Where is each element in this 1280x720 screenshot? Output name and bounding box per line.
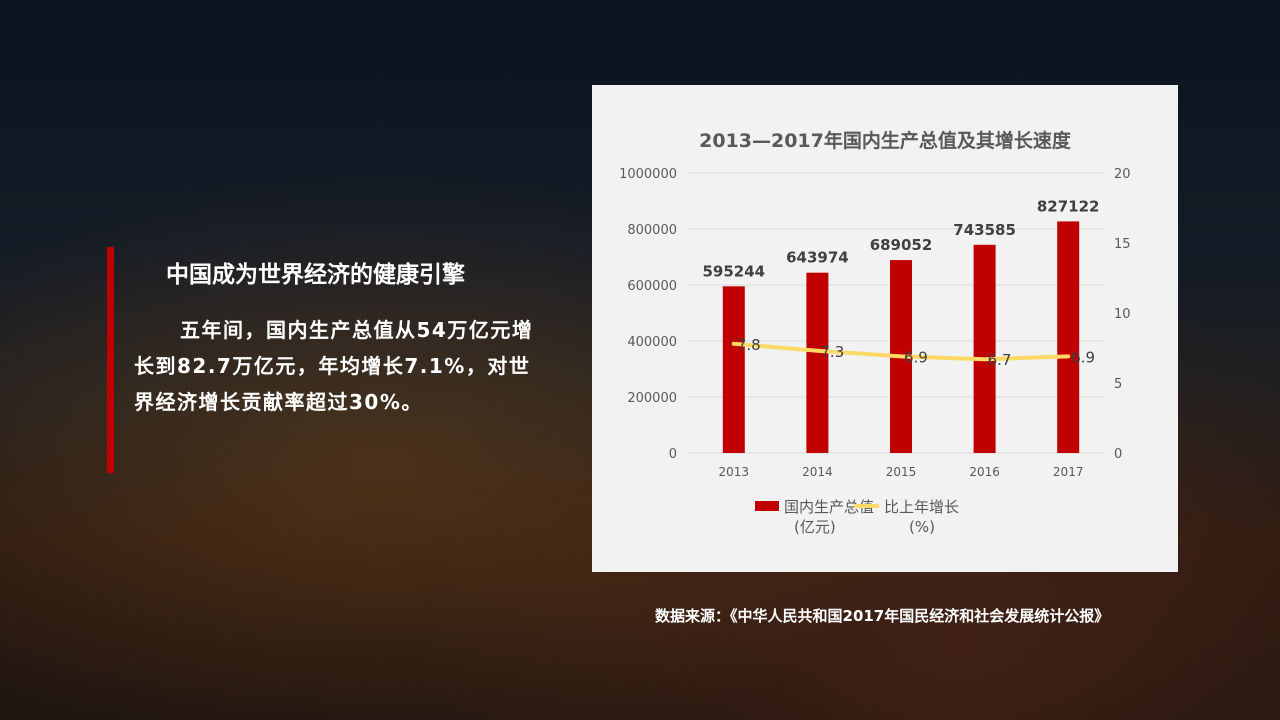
line-label-2014: 7.3 [820,343,844,361]
x-tick-label: 2016 [969,465,1000,479]
line-label-2015: 6.9 [904,348,928,366]
data-source: 数据来源：《中华人民共和国2017年国民经济和社会发展统计公报》 [655,607,1110,625]
growth-line [731,341,1071,362]
y-tick-label: 200000 [627,391,677,406]
x-tick-label: 2017 [1053,465,1084,479]
legend-unit-gdp: (亿元) [794,518,836,536]
bar-label-2014: 643974 [786,249,849,267]
line-label-2017: 6.9 [1071,348,1095,366]
chart-title: 2013—2017年国内生产总值及其增长速度 [699,129,1072,152]
bar-label-2013: 595244 [702,262,765,280]
legend-label-gdp: 国内生产总值 [784,498,874,516]
bar-label-2017: 827122 [1037,197,1100,215]
line-label-2013: 7.8 [737,336,761,354]
y-tick-label: 600000 [627,279,677,294]
x-tick-label: 2013 [719,465,750,479]
x-tick-label: 2014 [802,465,833,479]
y2-tick-label: 10 [1114,307,1131,322]
accent-bar [107,247,114,473]
bar-2013 [722,286,745,453]
legend-unit-growth: (%) [909,518,935,536]
y-tick-label: 400000 [627,335,677,350]
bar-label-2015: 689052 [870,236,933,254]
line-label-2016: 6.7 [988,351,1012,369]
bar-label-2016: 743585 [953,221,1016,239]
chart-panel: 2013—2017年国内生产总值及其增长速度 0 200000 400000 60000… [592,85,1178,572]
y2-tick-label: 0 [1114,447,1122,462]
y-tick-label: 0 [669,447,677,462]
summary-text: 五年间，国内生产总值从54万亿元增长到82.7万亿元，年均增长7.1%，对世界经… [134,318,534,414]
section-heading: 中国成为世界经济的健康引擎 [166,262,465,288]
y2-tick-label: 15 [1114,237,1131,252]
y2-tick-label: 5 [1114,377,1122,392]
y2-tick-label: 20 [1114,167,1131,182]
bar-2016 [973,244,996,453]
legend-label-growth: 比上年增长 [884,498,959,516]
bar-2014 [806,272,829,453]
bar-2017 [1057,221,1080,453]
legend-swatch-gdp [755,501,779,511]
y-tick-label: 1000000 [619,167,677,182]
gdp-chart: 2013—2017年国内生产总值及其增长速度 0 200000 400000 60000… [619,129,1131,536]
x-tick-label: 2015 [886,465,917,479]
y-tick-label: 800000 [627,223,677,238]
